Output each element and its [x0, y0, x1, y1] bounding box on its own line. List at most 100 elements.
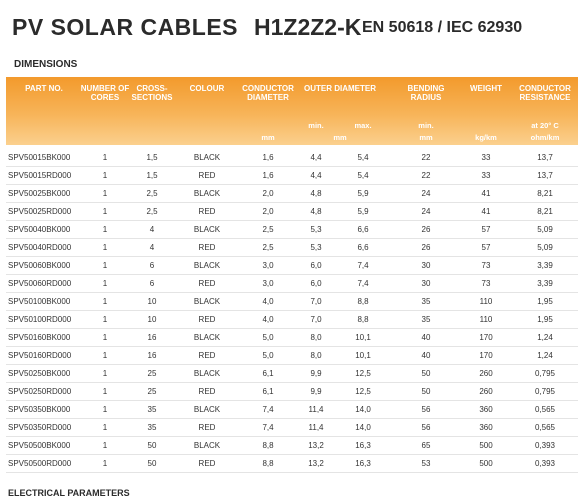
table-cell: BLACK — [193, 369, 221, 378]
table-cell: 1 — [102, 405, 108, 414]
table-row: SPV50160BK000 1 16 BLACK 5,0 8,0 10,1 40 170 1,24 — [6, 328, 578, 347]
table-cell: RED — [198, 171, 216, 180]
table-cell: 0,393 — [534, 459, 556, 468]
table-cell: 2,5 — [146, 207, 158, 216]
table-cell: 16,3 — [355, 459, 371, 468]
table-cell: 5,3 — [310, 225, 322, 234]
table-row: SPV50060RD000 1 6 RED 3,0 6,0 7,4 30 73 3,39 — [6, 274, 578, 293]
table-row: SPV50100RD000 1 10 RED 4,0 7,0 8,8 35 110 1,95 — [6, 310, 578, 329]
column-unit: min. — [308, 121, 324, 130]
table-cell: 7,4 — [262, 405, 274, 414]
table-cell: 73 — [481, 279, 491, 288]
table-cell: 25 — [147, 369, 157, 378]
footer-section: ELECTRICAL PARAMETERS — [8, 488, 130, 498]
table-cell: 10 — [147, 297, 157, 306]
table-cell: 500 — [479, 441, 493, 450]
table-cell: 11,4 — [308, 405, 324, 414]
title: PV SOLAR CABLES — [12, 14, 239, 40]
table-cell: 8,0 — [310, 351, 322, 360]
table-cell: SPV50500BK000 — [8, 441, 71, 450]
table-cell: 1,6 — [262, 153, 274, 162]
table-cell: 8,8 — [357, 297, 369, 306]
table-cell: 14,0 — [355, 405, 371, 414]
table-cell: SPV50015BK000 — [8, 153, 71, 162]
column-header: CONDUCTOR DIAMETER — [242, 84, 294, 102]
table-cell: 8,8 — [262, 459, 274, 468]
table-cell: RED — [198, 243, 216, 252]
table-cell: 1 — [102, 297, 108, 306]
table-cell: 5,09 — [537, 243, 553, 252]
table-cell: 1 — [102, 153, 108, 162]
table-cell: 6 — [149, 279, 155, 288]
table-cell: 16 — [147, 333, 157, 342]
table-cell: 56 — [421, 405, 431, 414]
table-cell: 24 — [421, 207, 431, 216]
table-cell: 1 — [102, 279, 108, 288]
table-cell: BLACK — [193, 189, 221, 198]
table-cell: 16 — [147, 351, 157, 360]
column-header: OUTER DIAMETER — [304, 84, 376, 93]
table-cell: 4,4 — [310, 153, 322, 162]
table-cell: 5,0 — [262, 351, 274, 360]
table-cell: 7,0 — [310, 315, 322, 324]
table-cell: 10,1 — [355, 351, 371, 360]
table-cell: 1,5 — [146, 153, 158, 162]
table-cell: 1 — [102, 351, 108, 360]
table-row: SPV50100BK000 1 10 BLACK 4,0 7,0 8,8 35 110 1,95 — [6, 292, 578, 311]
table-cell: 2,0 — [262, 207, 274, 216]
table-cell: 1,95 — [537, 297, 553, 306]
table-cell: 6,0 — [310, 279, 322, 288]
table-row: SPV50160RD000 1 16 RED 5,0 8,0 10,1 40 170 1,24 — [6, 346, 578, 365]
table-cell: 26 — [421, 225, 431, 234]
table-cell: 1 — [102, 459, 108, 468]
column-unit: mm — [333, 133, 347, 142]
table-cell: 6,6 — [357, 225, 369, 234]
table-cell: 10,1 — [355, 333, 371, 342]
column-header: CONDUCTOR RESISTANCE — [519, 84, 571, 102]
table-cell: 8,21 — [537, 189, 553, 198]
table-cell: 0,795 — [534, 369, 556, 378]
column-header: CROSS- SECTIONS — [131, 84, 173, 102]
table-cell: 1,95 — [537, 315, 553, 324]
table-cell: 1,6 — [262, 171, 274, 180]
table-cell: 30 — [421, 261, 431, 270]
table-cell: 33 — [481, 153, 491, 162]
column-header: COLOUR — [189, 84, 225, 93]
table-cell: BLACK — [193, 153, 221, 162]
table-cell: 1 — [102, 333, 108, 342]
table-cell: 7,4 — [262, 423, 274, 432]
table-cell: 5,9 — [357, 207, 369, 216]
table-row: SPV50250BK000 1 25 BLACK 6,1 9,9 12,5 50 260 0,79… — [6, 364, 578, 383]
table-cell: BLACK — [193, 333, 221, 342]
table-cell: 6,6 — [357, 243, 369, 252]
table-cell: SPV50040RD000 — [8, 243, 72, 252]
table-cell: 0,565 — [534, 405, 556, 414]
table-cell: 24 — [421, 189, 431, 198]
table-cell: 13,7 — [537, 171, 553, 180]
table-cell: 8,8 — [262, 441, 274, 450]
table-cell: 2,5 — [262, 243, 274, 252]
table-cell: 25 — [147, 387, 157, 396]
table-cell: BLACK — [193, 441, 221, 450]
table-cell: SPV50250RD000 — [8, 387, 72, 396]
table-cell: 110 — [479, 297, 493, 306]
table-cell: 2,5 — [146, 189, 158, 198]
table-cell: 57 — [481, 243, 491, 252]
table-cell: 50 — [421, 369, 431, 378]
table-cell: 22 — [421, 171, 431, 180]
table-cell: 260 — [479, 369, 493, 378]
table-cell: 500 — [479, 459, 493, 468]
table-cell: SPV50060BK000 — [8, 261, 71, 270]
table-cell: 6,0 — [310, 261, 322, 270]
table-cell: 1 — [102, 171, 108, 180]
table-cell: 4,0 — [262, 315, 274, 324]
table-cell: 26 — [421, 243, 431, 252]
table-cell: 110 — [479, 315, 493, 324]
table-cell: RED — [198, 351, 216, 360]
table-cell: 1 — [102, 387, 108, 396]
table-cell: 12,5 — [355, 369, 371, 378]
table-cell: 65 — [421, 441, 431, 450]
table-cell: 4,8 — [310, 207, 322, 216]
table-cell: 30 — [421, 279, 431, 288]
